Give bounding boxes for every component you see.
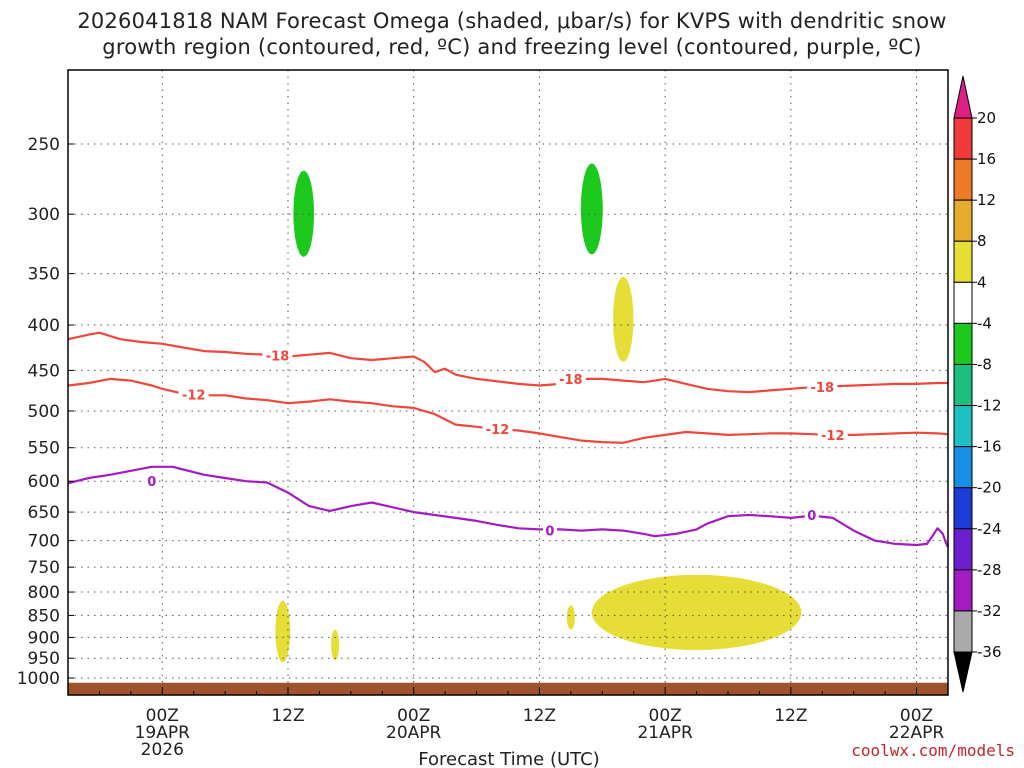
colorbar-swatch-1 [953, 158, 973, 201]
omega-region-1 [580, 163, 603, 255]
x-tick-label-72-1: 22APR [889, 723, 945, 743]
y-tick-label-800: 800 [28, 583, 60, 603]
colorbar-label-5: -4 [977, 314, 992, 332]
y-tick-label-300: 300 [28, 205, 60, 225]
contour-label-bg [817, 426, 848, 442]
y-tick-label-700: 700 [28, 532, 60, 552]
colorbar-swatch-2 [953, 199, 973, 242]
contour-label-1-1: -12 [486, 423, 510, 438]
colorbar-swatch-10 [953, 528, 973, 571]
colorbar-label-10: -24 [977, 520, 1002, 538]
x-tick-label-60-0: 12Z [774, 706, 807, 726]
x-tick-label-48-1: 21APR [637, 723, 693, 743]
contour-label-0-0: -18 [266, 350, 290, 365]
x-tick-label-12-0: 12Z [271, 706, 304, 726]
contour-label-bg [542, 522, 557, 538]
y-tick-label-950: 950 [28, 649, 60, 669]
contour-label-1-2: -12 [821, 429, 845, 444]
contour-label-bg [178, 386, 209, 402]
y-tick-label-600: 600 [28, 472, 60, 492]
y-tick-label-900: 900 [28, 628, 60, 648]
y-tick-label-450: 450 [28, 361, 60, 381]
colorbar-label-4: 4 [977, 273, 987, 291]
colorbar-swatch-6 [953, 363, 973, 407]
contour-label-2-2: 0 [807, 509, 816, 524]
contour-label-bg [262, 347, 293, 363]
y-axis: 2503003504004505005506006507007508008509… [17, 135, 74, 689]
y-tick-label-550: 550 [28, 439, 60, 459]
contour-lines: -18 -18 -18 -12 -12 -12 0 0 0 [67, 331, 949, 548]
colorbar-swatch-9 [953, 487, 973, 530]
y-tick-label-850: 850 [28, 606, 60, 626]
colorbar-label-11: -28 [977, 561, 1002, 579]
omega-region-3 [275, 600, 291, 663]
omega-region-4 [331, 629, 340, 661]
colorbar-top-arrow [953, 75, 973, 119]
contour-label-0-1: -18 [559, 373, 583, 388]
x-tick-label-24-1: 20APR [386, 723, 442, 743]
contour-label-1-0: -12 [182, 388, 206, 403]
omega-shading [275, 163, 802, 663]
colorbar-swatch-0 [953, 117, 973, 160]
x-tick-label-72-0: 00Z [900, 706, 933, 726]
contour-line-0 [67, 331, 948, 394]
y-tick-label-350: 350 [28, 265, 60, 285]
colorbar-swatch-8 [953, 446, 973, 489]
contour-label-2-0: 0 [147, 475, 156, 490]
chart-title-line-1: 2026041818 NAM Forecast Omega (shaded, μ… [77, 9, 947, 33]
watermark: coolwx.com/models [851, 741, 1015, 760]
colorbar-label-0: 20 [977, 109, 996, 127]
y-tick-label-650: 650 [28, 503, 60, 523]
contour-label-bg [555, 370, 586, 386]
colorbar-swatch-3 [953, 240, 973, 283]
colorbar-bottom-arrow [953, 651, 973, 693]
x-tick-label-0-1: 19APR [135, 723, 191, 743]
contour-label-bg [144, 473, 159, 489]
omega-region-0 [293, 170, 315, 257]
x-tick-label-24-0: 00Z [397, 706, 430, 726]
colorbar-swatch-4 [953, 281, 973, 324]
omega-region-2 [613, 276, 634, 362]
y-tick-label-750: 750 [28, 558, 60, 578]
contour-label-0-2: -18 [811, 381, 835, 396]
omega-region-5 [566, 605, 575, 630]
contour-label-2-1: 0 [545, 525, 554, 540]
colorbar-label-1: 16 [977, 150, 996, 168]
colorbar-swatch-5 [953, 322, 973, 365]
x-tick-label-0-2: 2026 [141, 740, 184, 760]
colorbar-swatch-11 [953, 569, 973, 612]
x-axis-label: Forecast Time (UTC) [418, 749, 599, 768]
colorbar-label-8: -16 [977, 438, 1002, 456]
y-tick-label-500: 500 [28, 402, 60, 422]
colorbar-label-7: -12 [977, 397, 1002, 415]
x-tick-label-36-0: 12Z [523, 706, 556, 726]
colorbar-label-9: -20 [977, 479, 1002, 497]
contour-label-bg [804, 507, 819, 523]
colorbar-label-3: 8 [977, 232, 987, 250]
gridlines [68, 70, 948, 695]
colorbar-swatch-7 [953, 405, 973, 448]
chart-title-line-2: growth region (contoured, red, ºC) and f… [102, 35, 922, 59]
contour-line-2 [67, 465, 949, 548]
omega-region-6 [591, 574, 802, 651]
colorbar-label-6: -8 [977, 355, 992, 373]
colorbar-swatch-12 [953, 610, 973, 653]
x-tick-label-48-0: 00Z [649, 706, 682, 726]
y-tick-label-1000: 1000 [17, 669, 60, 689]
contour-label-bg [482, 421, 513, 437]
colorbar: 20 16 12 8 4 -4 -8 -12 -16 -20 -24 -28 -32 -36 [953, 75, 1002, 693]
colorbar-label-12: -32 [977, 602, 1002, 620]
y-tick-label-250: 250 [28, 135, 60, 155]
y-tick-label-400: 400 [28, 316, 60, 336]
colorbar-label-2: 12 [977, 191, 996, 209]
contour-label-bg [807, 379, 838, 395]
colorbar-label-13: -36 [977, 643, 1002, 661]
x-tick-label-0-0: 00Z [146, 706, 179, 726]
